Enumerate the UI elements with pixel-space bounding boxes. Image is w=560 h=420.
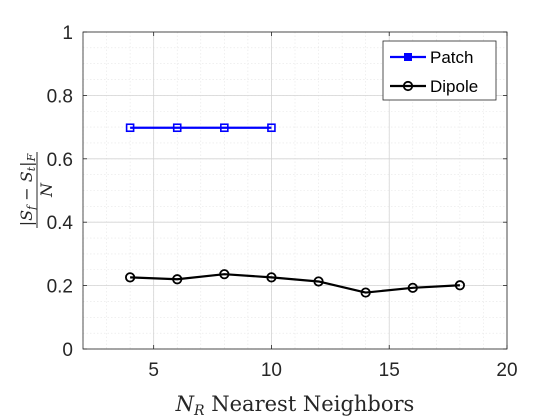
legend-marker-patch [404, 53, 412, 61]
data-point-dipole [313, 276, 324, 287]
series-layer [125, 123, 465, 298]
y-axis-label: |Sf − St|F N [17, 152, 56, 228]
legend-label-patch: Patch [430, 48, 473, 67]
legend-item-patch: Patch [390, 48, 473, 67]
x-tick-label: 5 [148, 360, 159, 381]
y-tick-label: 0.6 [47, 150, 73, 171]
svg-text:|Sf − St|F: |Sf − St|F [17, 153, 38, 226]
tick-marks [83, 31, 508, 350]
data-point-patch [125, 123, 135, 133]
y-tick-label: 0.8 [47, 86, 73, 107]
svg-text:N: N [37, 182, 56, 198]
y-tick-label: 0 [62, 340, 73, 361]
legend-label-dipole: Dipole [430, 77, 478, 96]
data-point-dipole [219, 269, 230, 280]
y-tick-label: 0.4 [47, 213, 74, 234]
data-point-dipole [407, 282, 418, 293]
plot-frame [82, 31, 508, 350]
y-tick-label: 0.2 [47, 277, 73, 298]
legend-box [382, 40, 497, 101]
data-point-patch [267, 123, 276, 133]
data-point-dipole [172, 274, 183, 285]
data-point-dipole [454, 280, 465, 291]
tick-labels: 5 10 15 20 0 0.2 0.4 0.6 0.8 1 [47, 23, 518, 381]
data-point-dipole [266, 272, 277, 283]
legend-item-dipole: Dipole [390, 77, 478, 96]
data-point-patch [220, 123, 229, 133]
legend: Patch Dipole [382, 40, 497, 101]
data-point-dipole [125, 272, 136, 283]
x-tick-label: 15 [379, 360, 400, 381]
x-axis-label: NR Nearest Neighbors [175, 392, 415, 419]
series-line-dipole [130, 273, 460, 294]
y-tick-label: 1 [62, 23, 73, 44]
data-point-dipole [360, 287, 371, 298]
data-point-patch [172, 123, 182, 133]
legend-marker-dipole [402, 80, 414, 92]
x-tick-label: 10 [261, 360, 282, 381]
x-tick-label: 20 [496, 360, 517, 381]
